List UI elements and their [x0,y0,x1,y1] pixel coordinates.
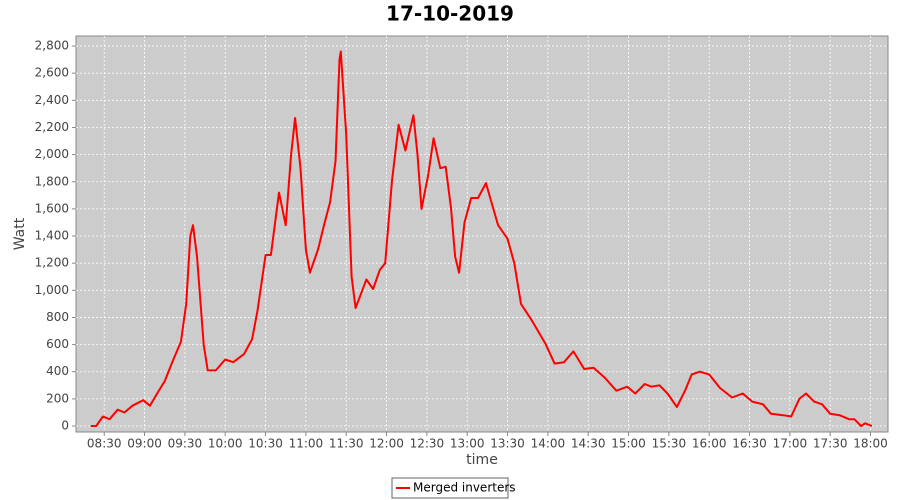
chart-title: 17-10-2019 [386,2,514,26]
x-tick-label: 13:30 [490,437,525,451]
x-tick-label: 08:30 [87,437,122,451]
x-tick-label: 14:00 [531,437,566,451]
x-tick-label: 16:00 [692,437,727,451]
y-tick-label: 1,600 [35,201,69,215]
x-tick-label: 11:30 [329,437,364,451]
y-tick-label: 0 [61,419,69,433]
x-tick-label: 14:30 [571,437,606,451]
x-tick-label: 16:30 [732,437,767,451]
x-tick-label: 09:30 [168,437,203,451]
x-tick-label: 17:30 [813,437,848,451]
y-tick-label: 800 [46,310,69,324]
x-tick-label: 15:00 [611,437,646,451]
y-tick-label: 1,800 [35,174,69,188]
y-tick-label: 2,200 [35,120,69,134]
y-tick-label: 2,600 [35,66,69,80]
x-tick-label: 12:00 [369,437,404,451]
x-tick-label: 10:30 [248,437,283,451]
y-axis-label: Watt [12,217,28,250]
x-tick-label: 17:00 [773,437,808,451]
x-tick-label: 09:00 [127,437,162,451]
legend-box [391,477,509,499]
y-tick-label: 2,000 [35,147,69,161]
y-tick-label: 600 [46,337,69,351]
x-tick-label: 18:00 [853,437,888,451]
x-tick-label: 13:00 [450,437,485,451]
plot-area [75,35,889,433]
x-tick-label: 10:00 [208,437,243,451]
x-tick-label: 15:30 [652,437,687,451]
series-line [90,50,873,427]
x-axis-label: time [466,452,498,468]
y-tick-label: 400 [46,364,69,378]
y-tick-label: 1,000 [35,283,69,297]
y-tick-label: 2,400 [35,93,69,107]
y-tick-label: 1,200 [35,256,69,270]
y-tick-label: 200 [46,391,69,405]
x-tick-label: 12:30 [410,437,445,451]
legend: Merged inverters [391,477,516,499]
legend-label: Merged inverters [413,481,516,495]
x-tick-label: 11:00 [289,437,324,451]
y-tick-label: 1,400 [35,229,69,243]
y-tick-label: 2,800 [35,39,69,53]
